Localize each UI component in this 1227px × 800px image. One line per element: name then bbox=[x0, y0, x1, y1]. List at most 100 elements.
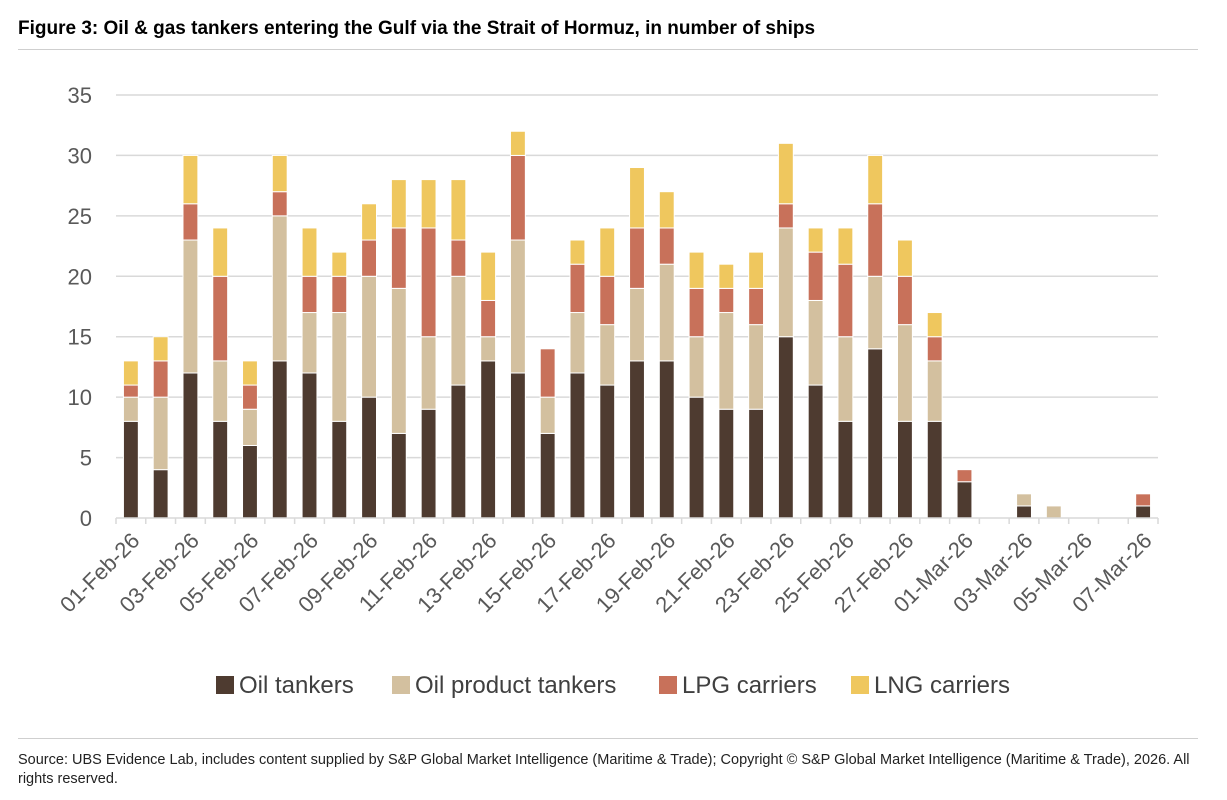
bar-segment bbox=[897, 420, 913, 519]
bar-segment bbox=[271, 191, 288, 217]
bar-segment bbox=[390, 227, 407, 289]
source-note: Source: UBS Evidence Lab, includes conte… bbox=[18, 752, 1190, 787]
bar-segment bbox=[867, 348, 884, 519]
bar-segment bbox=[182, 154, 199, 205]
bar-segment bbox=[718, 312, 735, 410]
bar-segment bbox=[182, 239, 199, 374]
bar-segment bbox=[807, 251, 824, 301]
bar-segment bbox=[926, 312, 943, 338]
bar-segment bbox=[777, 142, 794, 205]
bar-segment bbox=[688, 396, 705, 519]
bar-segment bbox=[658, 227, 675, 265]
bar-segment bbox=[480, 251, 497, 301]
bar-segment bbox=[1135, 505, 1152, 519]
bar-segment bbox=[301, 275, 318, 314]
bar-segment bbox=[242, 408, 258, 446]
bar-segment bbox=[1016, 493, 1032, 507]
bar-segment bbox=[1016, 505, 1032, 519]
bar-segment bbox=[361, 275, 378, 398]
bar-segment bbox=[867, 203, 884, 277]
bar-segment bbox=[956, 469, 973, 483]
bar-segment bbox=[926, 420, 943, 519]
figure-title: Figure 3: Oil & gas tankers entering the… bbox=[18, 18, 816, 39]
bar-segment bbox=[420, 227, 437, 338]
bar-segment bbox=[1135, 493, 1152, 507]
bar-segment bbox=[599, 384, 616, 519]
bar-segment bbox=[361, 239, 378, 277]
bar-segment bbox=[152, 396, 169, 471]
bar-segment bbox=[509, 154, 526, 241]
bar-segment bbox=[748, 324, 765, 410]
bar-segment bbox=[480, 299, 497, 338]
bar-segment bbox=[509, 239, 526, 374]
bar-segment bbox=[539, 348, 556, 398]
source-divider bbox=[18, 738, 1198, 739]
y-tick-label: 15 bbox=[68, 325, 92, 350]
bar-segment bbox=[420, 408, 437, 519]
bar-segment bbox=[271, 360, 288, 519]
bar-segment bbox=[777, 336, 794, 519]
bar-segment bbox=[956, 481, 973, 519]
bar-segment bbox=[748, 251, 765, 289]
bar-segment bbox=[271, 154, 288, 193]
bar-segment bbox=[152, 360, 169, 398]
bar-segment bbox=[509, 130, 526, 156]
bar-segment bbox=[271, 215, 288, 362]
bar-segment bbox=[331, 420, 348, 519]
bar-segment bbox=[242, 384, 258, 410]
bar-segment bbox=[748, 408, 765, 519]
bar-segment bbox=[599, 227, 616, 277]
bar-segment bbox=[122, 360, 139, 386]
bar-segment bbox=[390, 432, 407, 519]
y-tick-label: 25 bbox=[68, 204, 92, 229]
y-tick-label: 35 bbox=[68, 83, 92, 108]
bar-segment bbox=[837, 227, 854, 265]
bar-segment bbox=[777, 227, 794, 338]
legend-swatch bbox=[392, 676, 410, 694]
bar-segment bbox=[569, 312, 586, 374]
title-divider bbox=[18, 49, 1198, 50]
bar-segment bbox=[361, 203, 378, 241]
bar-segment bbox=[867, 154, 884, 205]
bar-segment bbox=[361, 396, 378, 519]
bars bbox=[122, 130, 1152, 519]
y-tick-label: 10 bbox=[68, 385, 92, 410]
bar-segment bbox=[450, 384, 467, 519]
bar-segment bbox=[212, 227, 229, 277]
bar-segment bbox=[599, 275, 616, 326]
legend-label: Oil tankers bbox=[239, 672, 354, 699]
bar-segment bbox=[629, 167, 645, 229]
bar-segment bbox=[212, 275, 229, 362]
legend-label: LNG carriers bbox=[874, 672, 1010, 699]
bar-segment bbox=[569, 372, 586, 519]
bar-segment bbox=[480, 336, 497, 362]
bar-segment bbox=[539, 396, 556, 434]
bar-segment bbox=[420, 179, 437, 229]
bar-segment bbox=[718, 408, 735, 519]
bar-segment bbox=[837, 420, 854, 519]
bar-segment bbox=[301, 312, 318, 374]
bar-segment bbox=[569, 263, 586, 314]
bar-segment bbox=[450, 239, 467, 277]
bar-segment bbox=[152, 336, 169, 362]
bar-segment bbox=[658, 191, 675, 229]
y-tick-label: 20 bbox=[68, 264, 92, 289]
bar-segment bbox=[688, 287, 705, 338]
bar-segment bbox=[152, 469, 169, 519]
bar-segment bbox=[331, 251, 348, 277]
bar-segment bbox=[390, 179, 407, 229]
bar-segment bbox=[629, 227, 645, 289]
bar-segment bbox=[718, 263, 735, 289]
bar-segment bbox=[807, 299, 824, 386]
bar-segment bbox=[182, 372, 199, 519]
bar-segment bbox=[629, 360, 645, 519]
bar-segment bbox=[242, 444, 258, 519]
y-tick-label: 30 bbox=[68, 143, 92, 168]
bar-segment bbox=[897, 275, 913, 326]
bar-segment bbox=[122, 420, 139, 519]
bar-segment bbox=[926, 336, 943, 362]
bar-segment bbox=[242, 360, 258, 386]
bar-segment bbox=[629, 287, 645, 362]
bar-segment bbox=[718, 287, 735, 314]
y-tick-label: 0 bbox=[80, 506, 92, 531]
